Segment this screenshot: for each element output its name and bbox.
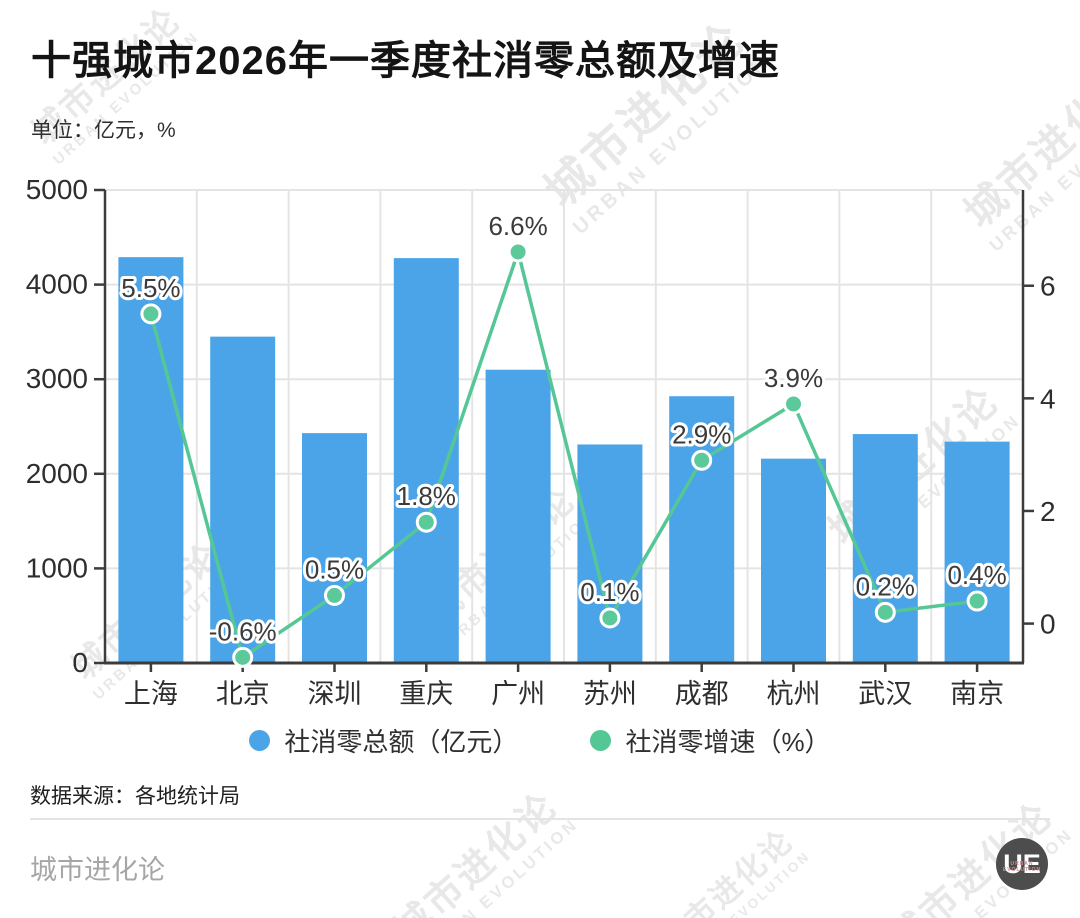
left-tick-label: 3000 [26,363,88,394]
line-marker-杭州 [783,393,804,415]
bar-上海 [118,257,184,663]
data-source-label: 数据来源：各地统计局 [30,785,240,808]
left-tick-label: 2000 [26,458,88,489]
bar-深圳 [302,433,367,663]
brand-logo-icon: UE URBAN EVOLUTION [996,838,1048,890]
left-tick-label: 4000 [26,269,88,300]
bar-成都 [669,396,735,663]
footer-divider [30,818,1050,820]
point-label-上海: 5.5% [121,273,180,303]
growth-line [149,250,979,660]
brand-name: 城市进化论 [30,855,165,885]
legend-dot-line-icon [590,730,612,751]
bar-武汉 [852,434,918,663]
point-label-北京: -0.6% [209,616,277,646]
x-tick-label: 北京 [216,679,270,709]
left-tick-label: 0 [72,647,88,678]
left-tick-label: 1000 [26,552,88,583]
point-label-重庆: 1.8% [397,481,456,511]
right-tick-label: 0 [1040,609,1056,640]
x-tick-label: 杭州 [767,679,821,709]
line-marker-上海 [140,303,162,325]
line-marker-南京 [966,590,988,612]
legend-item-line: 社消零增速（%） [590,722,831,759]
bar-杭州 [761,458,826,663]
line-marker-北京 [232,646,254,668]
bar-南京 [944,441,1010,663]
brand-logo-subtext: URBAN EVOLUTION [1002,861,1042,873]
legend-label-line: 社消零增速（%） [625,727,831,757]
point-label-南京: 0.4% [947,560,1006,590]
legend-item-bars: 社消零总额（亿元） [249,722,518,759]
point-label-苏州: 0.1% [580,577,639,607]
x-tick-label: 苏州 [583,679,637,709]
point-label-武汉: 0.2% [856,571,915,601]
left-tick-label: 5000 [26,174,88,205]
line-marker-苏州 [599,607,621,629]
x-tick-label: 广州 [491,679,545,709]
line-marker-深圳 [324,584,345,606]
legend-label-bars: 社消零总额（亿元） [284,727,519,757]
chart-area: 0 1000 2000 3000 4000 5000 0 2 4 6 上海 北京 深圳 重庆 广州 苏州 成都 杭… [0,170,1080,710]
brand-logo-text: UE [1003,848,1041,879]
x-tick-label: 重庆 [399,679,453,709]
line-marker-广州 [507,241,529,263]
line-marker-成都 [691,449,713,471]
right-tick-label: 6 [1040,271,1056,302]
page-title: 十强城市2026年一季度社消零总额及增速 [31,39,780,83]
point-label-成都: 2.9% [672,419,731,449]
combo-chart: 0 1000 2000 3000 4000 5000 0 2 4 6 上海 北京 深圳 重庆 广州 苏州 成都 杭… [26,174,1056,709]
x-tick-label: 南京 [950,679,1004,709]
unit-label: 单位：亿元，% [31,119,176,142]
x-tick-label: 成都 [675,679,729,709]
point-label-深圳: 0.5% [305,554,364,584]
point-label-广州: 6.6% [488,211,547,241]
point-label-杭州: 3.9% [764,363,823,393]
line-marker-重庆 [415,511,437,533]
bar-广州 [485,369,551,663]
chart-legend: 社消零总额（亿元） 社消零增速（%） [0,722,1080,759]
x-tick-label: 深圳 [308,679,362,709]
legend-dot-bars-icon [249,730,271,751]
bar-苏州 [577,444,643,663]
bar-北京 [210,336,276,663]
x-tick-label: 武汉 [858,679,912,709]
line-marker-武汉 [874,601,896,623]
right-tick-label: 4 [1040,383,1056,414]
x-tick-label: 上海 [124,679,178,709]
right-tick-label: 2 [1040,496,1056,527]
